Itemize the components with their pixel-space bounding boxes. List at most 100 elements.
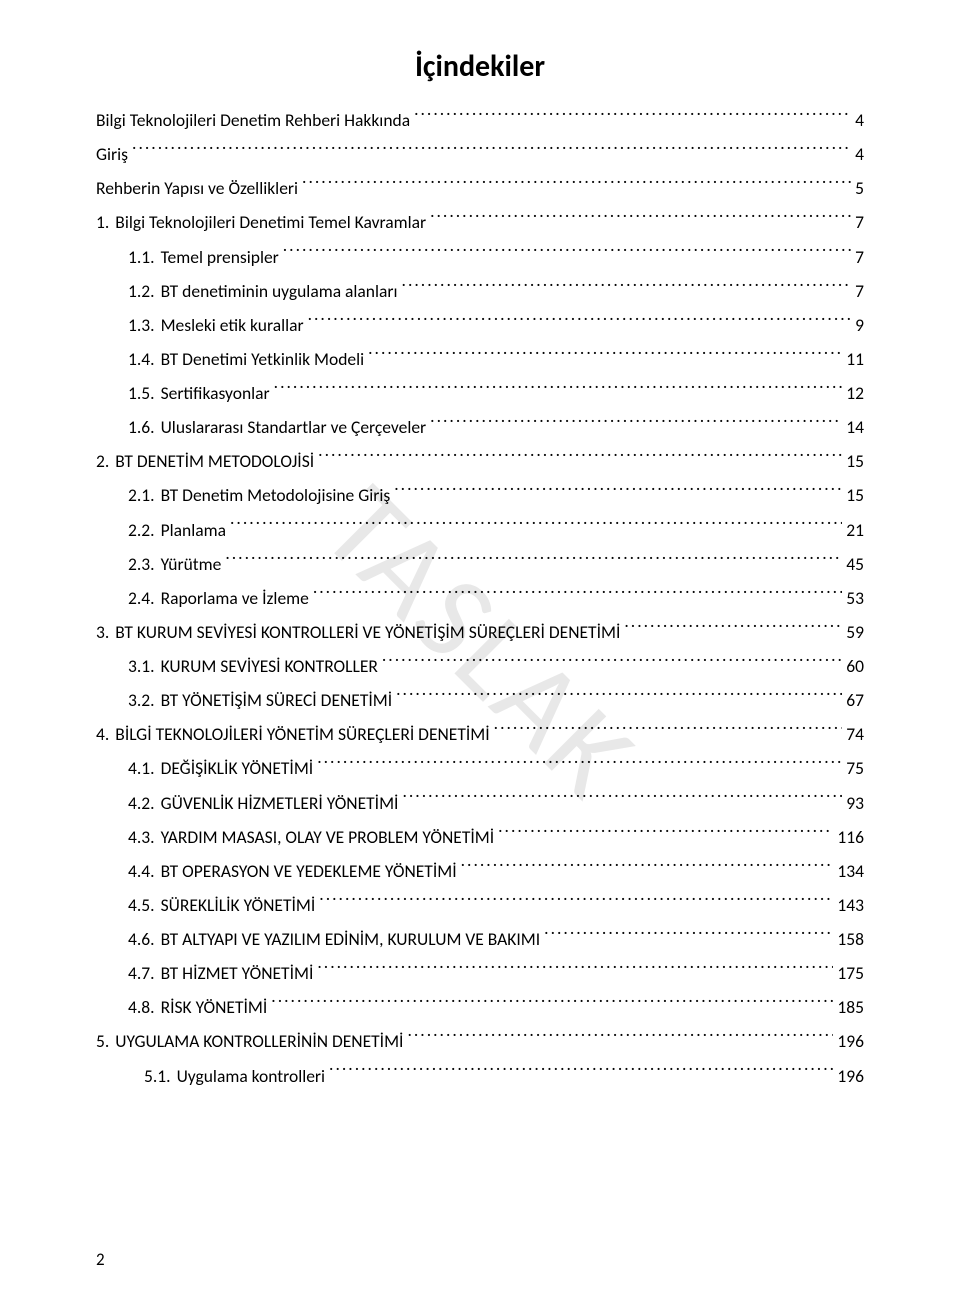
toc-entry-page: 116 [837, 820, 864, 854]
toc-entry-page: 196 [837, 1024, 864, 1058]
toc-entry-number: 4.4. [128, 854, 155, 888]
toc-entry-page: 11 [846, 342, 864, 376]
toc-entry-page: 134 [837, 854, 864, 888]
toc-entry-number: 2.3. [128, 547, 155, 581]
toc-entry-page: 93 [846, 786, 864, 820]
toc-entry: 4.BİLGİ TEKNOLOJİLERİ YÖNETİM SÜREÇLERİ … [96, 717, 864, 751]
toc-entry-number: 1.2. [128, 274, 155, 308]
toc-entry-text: Bilgi Teknolojileri Denetimi Temel Kavra… [115, 205, 426, 239]
toc-entry-number: 2.1. [128, 478, 155, 512]
toc-entry: 4.8.RİSK YÖNETİMİ185 [96, 990, 864, 1024]
toc-entry-number: 3.2. [128, 683, 155, 717]
toc-dot-leader [230, 518, 842, 536]
toc-entry-number: 1.4. [128, 342, 155, 376]
toc-entry: 5.1.Uygulama kontrolleri 196 [96, 1059, 864, 1093]
toc-entry-text: BT YÖNETİŞİM SÜRECİ DENETİMİ [161, 683, 393, 717]
toc-entry: 1.5.Sertifikasyonlar12 [96, 376, 864, 410]
toc-entry: 1.Bilgi Teknolojileri Denetimi Temel Kav… [96, 205, 864, 239]
toc-entry: 1.1.Temel prensipler7 [96, 240, 864, 274]
toc-dot-leader [414, 109, 851, 127]
toc-entry-page: 14 [846, 410, 864, 444]
toc-entry: 1.6.Uluslararası Standartlar ve Çerçevel… [96, 410, 864, 444]
toc-entry-page: 59 [846, 615, 864, 649]
toc-entry-number: 4.7. [128, 956, 155, 990]
toc-dot-leader [318, 450, 842, 468]
toc-entry-page: 196 [837, 1059, 864, 1093]
toc-entry: Rehberin Yapısı ve Özellikleri5 [96, 171, 864, 205]
toc-entry: 3.BT KURUM SEVİYESİ KONTROLLERİ VE YÖNET… [96, 615, 864, 649]
toc-entry-text: Giriş [96, 137, 128, 171]
toc-entry-text: Sertifikasyonlar [161, 376, 270, 410]
toc-dot-leader [225, 552, 842, 570]
toc-dot-leader [394, 484, 842, 502]
document-page: TASLAK İçindekiler Bilgi Teknolojileri D… [0, 0, 960, 1314]
toc-entry: 4.5.SÜREKLİLİK YÖNETİMİ143 [96, 888, 864, 922]
toc-entry-number: 4.1. [128, 751, 155, 785]
toc-entry: 4.1.DEĞİŞİKLİK YÖNETİMİ 75 [96, 751, 864, 785]
toc-entry: 1.4.BT Denetimi Yetkinlik Modeli 11 [96, 342, 864, 376]
toc-entry-page: 21 [846, 513, 864, 547]
toc-dot-leader [382, 655, 842, 673]
toc-entry-page: 74 [846, 717, 864, 751]
toc-entry-text: Uluslararası Standartlar ve Çerçeveler [161, 410, 427, 444]
toc-entry-page: 158 [837, 922, 864, 956]
toc-entry: 2.4.Raporlama ve İzleme53 [96, 581, 864, 615]
toc-dot-leader [430, 211, 851, 229]
toc-entry-text: UYGULAMA KONTROLLERİNİN DENETİMİ [115, 1024, 403, 1058]
toc-entry-text: BT Denetim Metodolojisine Giriş [161, 478, 391, 512]
toc-entry-page: 53 [846, 581, 864, 615]
toc-entry: 4.2.GÜVENLİK HİZMETLERİ YÖNETİMİ93 [96, 786, 864, 820]
toc-dot-leader [498, 825, 833, 843]
toc-entry-number: 1. [96, 205, 109, 239]
toc-dot-leader [319, 893, 833, 911]
toc-entry-page: 75 [846, 751, 864, 785]
toc-entry-text: BT KURUM SEVİYESİ KONTROLLERİ VE YÖNETİŞ… [115, 615, 620, 649]
toc-entry-number: 3.1. [128, 649, 155, 683]
toc-entry-text: YARDIM MASASI, OLAY VE PROBLEM YÖNETİMİ [161, 820, 495, 854]
toc-entry-page: 60 [846, 649, 864, 683]
toc-entry-page: 4 [855, 103, 864, 137]
toc-entry-number: 2. [96, 444, 109, 478]
toc-entry: 2.BT DENETİM METODOLOJİSİ15 [96, 444, 864, 478]
toc-dot-leader [402, 279, 852, 297]
toc-entry-text: RİSK YÖNETİMİ [161, 990, 268, 1024]
toc-entry-number: 4.6. [128, 922, 155, 956]
toc-entry-text: BT denetiminin uygulama alanları [161, 274, 398, 308]
toc-entry-text: Mesleki etik kurallar [161, 308, 304, 342]
toc-entry-text: BT Denetimi Yetkinlik Modeli [161, 342, 365, 376]
toc-entry: 4.6.BT ALTYAPI VE YAZILIM EDİNİM, KURULU… [96, 922, 864, 956]
toc-dot-leader [313, 586, 842, 604]
toc-entry-page: 7 [855, 274, 864, 308]
toc-entry-number: 5.1. [144, 1059, 171, 1093]
toc-entry-number: 5. [96, 1024, 109, 1058]
toc-entry-page: 15 [846, 478, 864, 512]
toc-entry-text: SÜREKLİLİK YÖNETİMİ [161, 888, 316, 922]
toc-dot-leader [461, 859, 834, 877]
toc-entry-number: 2.4. [128, 581, 155, 615]
toc-entry-page: 7 [855, 205, 864, 239]
toc-entry-number: 1.1. [128, 240, 155, 274]
toc-dot-leader [271, 996, 833, 1014]
toc-dot-leader [544, 928, 833, 946]
toc-entry-text: DEĞİŞİKLİK YÖNETİMİ [161, 751, 314, 785]
toc-entry-number: 2.2. [128, 513, 155, 547]
toc-entry-text: GÜVENLİK HİZMETLERİ YÖNETİMİ [161, 786, 399, 820]
toc-entry: Bilgi Teknolojileri Denetim Rehberi Hakk… [96, 103, 864, 137]
toc-dot-leader [396, 689, 842, 707]
toc-entry: 4.7.BT HİZMET YÖNETİMİ175 [96, 956, 864, 990]
toc-entry-text: Bilgi Teknolojileri Denetim Rehberi Hakk… [96, 103, 410, 137]
toc-entry: 5.UYGULAMA KONTROLLERİNİN DENETİMİ 196 [96, 1024, 864, 1058]
toc-entry-text: Planlama [161, 513, 226, 547]
page-number: 2 [96, 1249, 105, 1270]
toc-entry-number: 4.5. [128, 888, 155, 922]
toc-entry: 4.4.BT OPERASYON VE YEDEKLEME YÖNETİMİ13… [96, 854, 864, 888]
toc-entry: 2.2.Planlama 21 [96, 513, 864, 547]
toc-entry: 1.2.BT denetiminin uygulama alanları 7 [96, 274, 864, 308]
toc-entry: 4.3.YARDIM MASASI, OLAY VE PROBLEM YÖNET… [96, 820, 864, 854]
toc-dot-leader [317, 962, 833, 980]
toc-dot-leader [317, 757, 842, 775]
toc-entry-text: Uygulama kontrolleri [177, 1059, 325, 1093]
toc-entry-page: 12 [846, 376, 864, 410]
toc-entry-page: 5 [855, 171, 864, 205]
toc-entry-page: 45 [846, 547, 864, 581]
